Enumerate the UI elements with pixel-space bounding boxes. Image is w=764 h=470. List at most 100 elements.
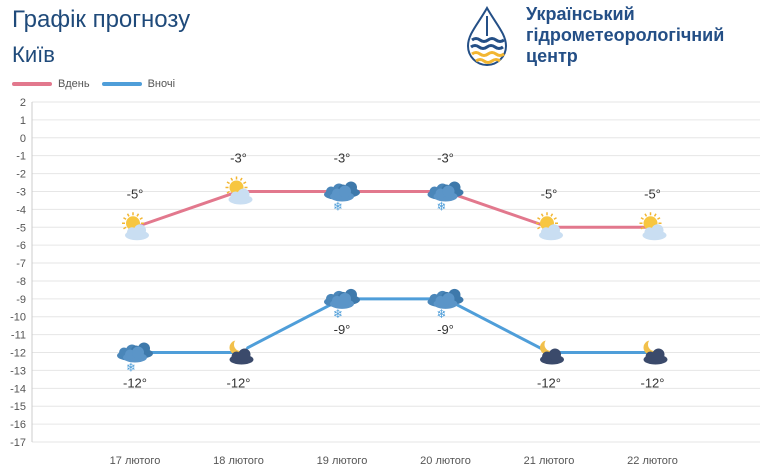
day-series-line: [134, 189, 653, 229]
cloud-part: [134, 224, 146, 237]
ukrhydromet-logo: Український гідрометеорологічний центр: [462, 4, 762, 70]
sun-ray: [537, 226, 541, 230]
data-label: -12°: [537, 376, 561, 391]
legend-day-swatch: [12, 82, 52, 86]
snowflake-icon: ❄: [436, 307, 446, 321]
moon-cloud-icon: [229, 338, 254, 365]
snowflake-icon: ❄: [436, 199, 446, 213]
moon-cut: [234, 338, 247, 352]
sun-ray: [550, 213, 554, 217]
logo-line-3: центр: [526, 46, 578, 66]
night-series-line: [135, 297, 653, 355]
y-tick-label: -5: [16, 222, 26, 234]
y-tick-label: -15: [10, 401, 26, 413]
sun-ray: [123, 226, 127, 230]
x-tick-label: 20 лютого: [420, 455, 471, 467]
y-tick-label: -3: [16, 186, 26, 198]
snow-cloud-icon: ❄: [427, 288, 464, 321]
y-tick-label: -14: [10, 383, 26, 395]
cloud-part: [339, 185, 351, 198]
x-tick-label: 22 лютого: [627, 455, 678, 467]
data-label: -5°: [127, 186, 144, 201]
data-label: -3°: [334, 150, 351, 165]
legend-night-label: Вночі: [147, 78, 176, 90]
cloud-part: [442, 185, 455, 198]
logo-line-1: Український: [526, 4, 635, 24]
x-tick-label: 18 лютого: [213, 455, 264, 467]
legend-item-night[interactable]: Вночі: [101, 78, 176, 90]
sun-ray: [657, 217, 661, 220]
sun-ray: [230, 177, 234, 181]
sun-ray: [226, 190, 230, 194]
logo-drop-icon: [466, 6, 508, 66]
snow-cloud-icon: ❄: [324, 288, 360, 321]
cloud-part: [652, 348, 665, 361]
x-tick-label: 21 лютого: [524, 455, 575, 467]
sun-ray: [653, 213, 657, 217]
legend-day-label: Вдень: [58, 78, 90, 90]
x-tick-label: 19 лютого: [317, 455, 368, 467]
cloud-part: [132, 346, 144, 359]
moon-cut: [544, 338, 558, 352]
y-tick-label: -10: [10, 312, 26, 324]
cloud-part: [651, 224, 664, 237]
y-tick-label: -9: [16, 294, 26, 306]
chart-legend: Вдень Вночі: [12, 78, 187, 90]
y-tick-label: -11: [11, 330, 26, 342]
data-label: -5°: [644, 186, 661, 201]
sun-ray: [644, 213, 648, 217]
data-label: -12°: [123, 376, 147, 391]
snowflake-icon: ❄: [333, 307, 343, 321]
legend-item-day[interactable]: Вдень: [12, 78, 90, 90]
chart-title: Графік прогнозу: [12, 6, 191, 33]
cloud-part: [237, 188, 250, 201]
data-label: -3°: [230, 150, 247, 165]
legend-night-swatch: [101, 82, 142, 86]
snow-cloud-icon: ❄: [117, 342, 153, 375]
sun-cloud-icon: [536, 212, 563, 241]
data-label: -5°: [541, 186, 558, 201]
logo-text: Український гідрометеорологічний центр: [526, 4, 724, 67]
cloud-part: [442, 292, 455, 305]
sun-ray: [553, 217, 557, 220]
y-tick-label: -13: [10, 365, 26, 377]
x-tick-label: 17 лютого: [110, 455, 161, 467]
y-tick-label: -4: [16, 204, 26, 216]
moon-cloud-icon: [643, 338, 668, 365]
sun-ray: [239, 177, 243, 181]
snow-cloud-icon: ❄: [427, 181, 464, 213]
y-tick-label: -8: [16, 276, 26, 288]
y-tick-label: -17: [10, 437, 26, 449]
sun-ray: [640, 226, 644, 230]
y-tick-label: -16: [10, 419, 26, 431]
y-tick-label: 1: [20, 115, 26, 127]
data-label: -12°: [641, 376, 665, 391]
cloud-part: [548, 224, 560, 237]
y-tick-label: 2: [20, 97, 26, 109]
cloud-part: [238, 348, 251, 361]
sun-ray: [243, 181, 247, 185]
sun-cloud-icon: [225, 176, 253, 205]
y-tick-label: -12: [10, 348, 26, 360]
sun-ray: [136, 213, 140, 217]
logo-line-2: гідрометеорологічний: [526, 25, 725, 45]
data-label: -9°: [437, 322, 454, 337]
sun-ray: [537, 217, 541, 220]
sun-ray: [540, 213, 544, 217]
sun-ray: [123, 217, 127, 220]
y-tick-label: -6: [16, 240, 26, 252]
sun-ray: [139, 217, 143, 220]
moon-cut: [648, 338, 661, 352]
sun-cloud-icon: [122, 212, 149, 241]
y-tick-label: -7: [16, 258, 26, 270]
sun-ray: [640, 217, 644, 220]
data-label: -3°: [437, 150, 454, 165]
snowflake-icon: ❄: [333, 199, 343, 213]
snow-cloud-icon: ❄: [324, 181, 360, 213]
y-tick-label: 0: [20, 133, 26, 145]
data-label: -9°: [334, 322, 351, 337]
sun-ray: [126, 213, 130, 217]
sun-cloud-icon: [639, 212, 667, 241]
snowflake-icon: ❄: [126, 361, 136, 375]
